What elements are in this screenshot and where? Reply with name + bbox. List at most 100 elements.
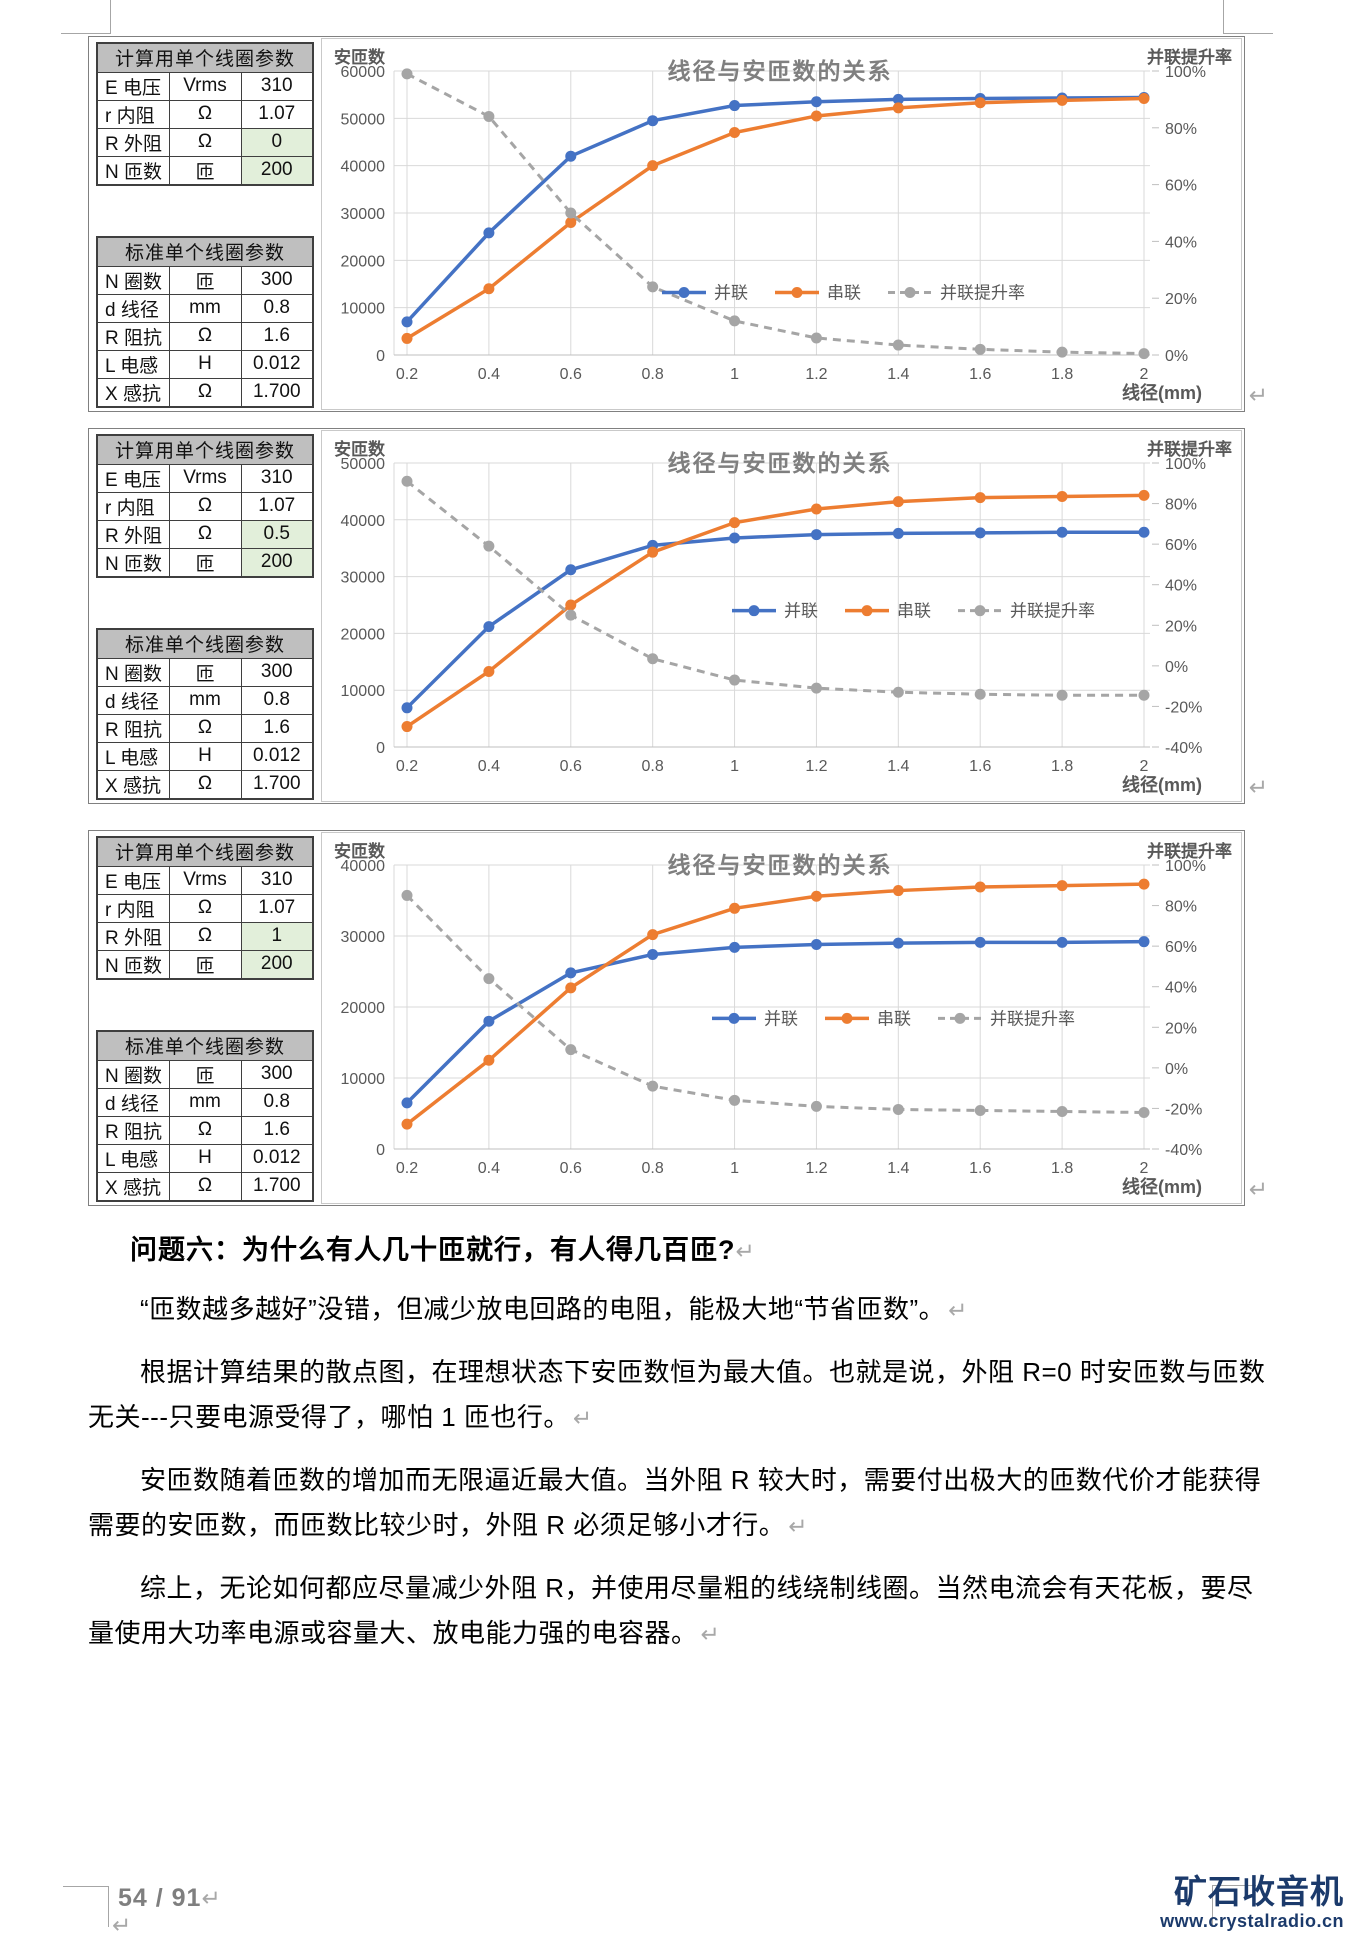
param-label: R 阻抗 xyxy=(96,1115,170,1145)
parameter-table: 计算用单个线圈参数 E 电压 Vrms 310 r 内阻 Ω 1.07 R 外阻 Ω 0.5 N 匝… xyxy=(96,434,314,578)
svg-text:2: 2 xyxy=(1140,1160,1149,1177)
table-title: 计算用单个线圈参数 xyxy=(96,434,314,465)
paragraph-mark: ↵ xyxy=(1248,774,1268,800)
svg-text:40%: 40% xyxy=(1165,234,1197,251)
param-unit: mm xyxy=(168,293,242,323)
param-unit: Ω xyxy=(168,377,242,407)
table-row: r 内阻 Ω 1.07 xyxy=(96,99,314,129)
crop-mark-top-right xyxy=(1223,0,1224,33)
table-title-row: 计算用单个线圈参数 xyxy=(96,434,314,465)
svg-text:-40%: -40% xyxy=(1165,1142,1202,1159)
svg-text:0: 0 xyxy=(376,1142,385,1159)
param-unit: 匝 xyxy=(168,1059,242,1089)
svg-text:60%: 60% xyxy=(1165,178,1197,195)
param-label: d 线径 xyxy=(96,293,170,323)
table-title: 标准单个线圈参数 xyxy=(96,628,314,659)
parameter-table: 标准单个线圈参数 N 圈数匝 300 d 线径 mm 0.8 R 阻抗 Ω 1.6 L 电感 H 0.… xyxy=(96,1030,314,1202)
table-title-row: 标准单个线圈参数 xyxy=(96,628,314,659)
param-unit: Vrms xyxy=(168,865,242,895)
table-row: R 外阻 Ω 0.5 xyxy=(96,519,314,549)
svg-text:线径与安匝数的关系: 线径与安匝数的关系 xyxy=(668,58,893,84)
table-row: r 内阻 Ω 1.07 xyxy=(96,491,314,521)
svg-text:并联提升率: 并联提升率 xyxy=(1010,602,1095,621)
table-row: N 匝数匝 200 xyxy=(96,547,314,577)
param-label: N 圈数 xyxy=(96,1059,170,1089)
svg-text:30000: 30000 xyxy=(341,929,386,946)
svg-text:2: 2 xyxy=(1140,758,1149,775)
param-unit: Ω xyxy=(168,713,242,743)
parameter-table: 标准单个线圈参数 N 圈数匝 300 d 线径 mm 0.8 R 阻抗 Ω 1.6 L 电感 H 0.… xyxy=(96,628,314,800)
chart-frame xyxy=(321,832,1242,1204)
table-row: X 感抗 Ω 1.700 xyxy=(96,1171,314,1201)
svg-text:0.4: 0.4 xyxy=(478,366,500,383)
param-value: 310 xyxy=(240,865,314,895)
calc-parameter-table: 计算用单个线圈参数 E 电压 Vrms 310 r 内阻 Ω 1.07 R 外阻 Ω 0.5 N 匝… xyxy=(96,434,314,578)
param-value: 0 xyxy=(240,127,314,157)
param-value: 300 xyxy=(240,1059,314,1089)
svg-text:并联: 并联 xyxy=(764,1009,798,1028)
paragraph-mark: ↵ xyxy=(788,1513,809,1539)
param-value: 1.07 xyxy=(240,491,314,521)
svg-text:线径与安匝数的关系: 线径与安匝数的关系 xyxy=(668,450,893,476)
param-label: R 外阻 xyxy=(96,519,170,549)
svg-text:1.2: 1.2 xyxy=(805,366,827,383)
svg-text:线径与安匝数的关系: 线径与安匝数的关系 xyxy=(668,852,893,878)
svg-text:2: 2 xyxy=(1140,366,1149,383)
param-label: E 电压 xyxy=(96,463,170,493)
param-value: 300 xyxy=(240,265,314,295)
param-label: N 圈数 xyxy=(96,657,170,687)
table-row: R 外阻 Ω 0 xyxy=(96,127,314,157)
param-unit: Ω xyxy=(168,921,242,951)
param-unit: Ω xyxy=(168,491,242,521)
param-unit: 匝 xyxy=(168,155,242,185)
svg-text:40000: 40000 xyxy=(341,513,386,530)
param-unit: Ω xyxy=(168,321,242,351)
param-value: 0.012 xyxy=(240,349,314,379)
table-row: N 匝数匝 200 xyxy=(96,949,314,979)
svg-text:-20%: -20% xyxy=(1165,1101,1202,1118)
svg-text:0.6: 0.6 xyxy=(560,366,582,383)
svg-text:10000: 10000 xyxy=(341,683,386,700)
table-row: N 圈数匝 300 xyxy=(96,1059,314,1089)
svg-text:0.8: 0.8 xyxy=(642,366,664,383)
paragraph: 安匝数随着匝数的增加而无限逼近最大值。当外阻 R 较大时，需要付出极大的匝数代价… xyxy=(88,1465,1262,1540)
parameter-table: 计算用单个线圈参数 E 电压 Vrms 310 r 内阻 Ω 1.07 R 外阻 Ω 1 N 匝数匝… xyxy=(96,836,314,980)
param-unit: Ω xyxy=(168,769,242,799)
param-label: N 匝数 xyxy=(96,949,170,979)
param-unit: mm xyxy=(168,685,242,715)
svg-text:40000: 40000 xyxy=(341,159,386,176)
svg-text:串联: 串联 xyxy=(827,284,861,303)
line-chart: 0 10000 20000 30000 40000 50000 60000 0% 20% 40% 6… xyxy=(334,47,1232,403)
svg-text:80%: 80% xyxy=(1165,899,1197,916)
svg-text:1.4: 1.4 xyxy=(887,366,909,383)
param-unit: mm xyxy=(168,1087,242,1117)
svg-text:60%: 60% xyxy=(1165,939,1197,956)
paragraph-mark: ↵ xyxy=(1248,382,1268,408)
param-label: R 外阻 xyxy=(96,921,170,951)
param-unit: Vrms xyxy=(168,463,242,493)
param-value: 0.8 xyxy=(240,293,314,323)
line-chart-r0: 0 10000 20000 30000 40000 50000 60000 0% 20% 40% 6… xyxy=(322,37,1242,411)
chart-legend: 并联 串联 并联提升率 xyxy=(662,284,1025,303)
svg-text:1.8: 1.8 xyxy=(1051,758,1073,775)
svg-text:1.2: 1.2 xyxy=(805,1160,827,1177)
param-value: 310 xyxy=(240,463,314,493)
table-row: E 电压 Vrms 310 xyxy=(96,463,314,493)
svg-text:40%: 40% xyxy=(1165,980,1197,997)
standard-parameter-table: 标准单个线圈参数 N 圈数匝 300 d 线径 mm 0.8 R 阻抗 Ω 1.6 L 电感 H 0.… xyxy=(96,236,314,408)
param-label: N 匝数 xyxy=(96,155,170,185)
svg-text:并联提升率: 并联提升率 xyxy=(1147,439,1232,459)
svg-text:100%: 100% xyxy=(1165,858,1206,875)
svg-text:40%: 40% xyxy=(1165,578,1197,595)
param-value: 1.6 xyxy=(240,321,314,351)
standard-parameter-table: 标准单个线圈参数 N 圈数匝 300 d 线径 mm 0.8 R 阻抗 Ω 1.6 L 电感 H 0.… xyxy=(96,628,314,800)
param-label: N 圈数 xyxy=(96,265,170,295)
param-label: X 感抗 xyxy=(96,377,170,407)
parameter-table: 计算用单个线圈参数 E 电压 Vrms 310 r 内阻 Ω 1.07 R 外阻 Ω 0 N 匝数匝… xyxy=(96,42,314,186)
svg-text:1.2: 1.2 xyxy=(805,758,827,775)
param-unit: Ω xyxy=(168,1115,242,1145)
svg-text:100%: 100% xyxy=(1165,64,1206,81)
chart-legend: 并联 串联 并联提升率 xyxy=(712,1009,1075,1028)
calc-parameter-table: 计算用单个线圈参数 E 电压 Vrms 310 r 内阻 Ω 1.07 R 外阻 Ω 1 N 匝数匝… xyxy=(96,836,314,980)
